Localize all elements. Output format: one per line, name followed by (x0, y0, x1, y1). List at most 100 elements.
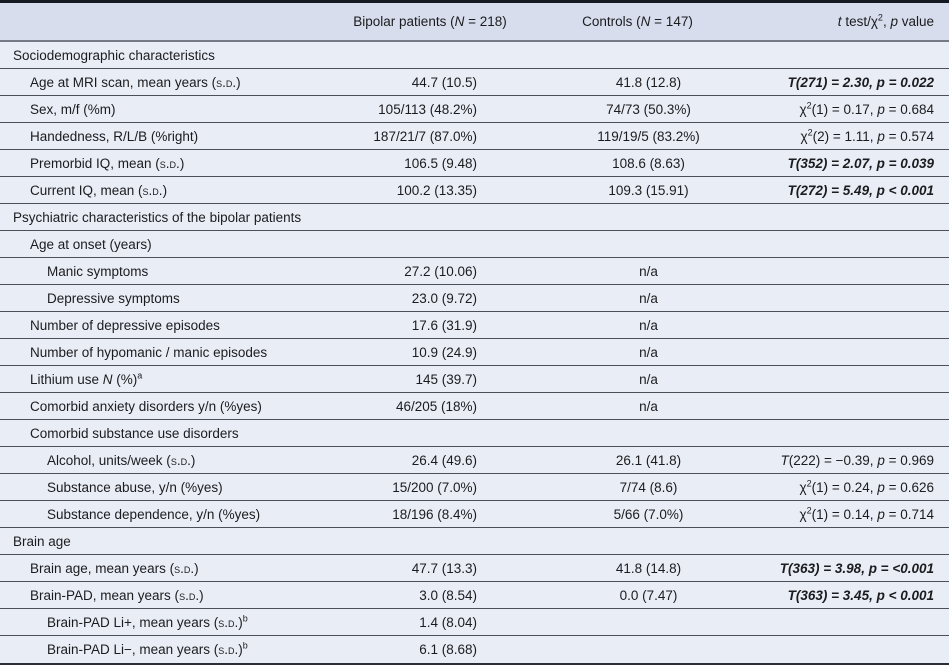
cell-controls-value: 0.0 (7.47) (619, 587, 678, 603)
text-segment: value (897, 14, 934, 29)
table-row: Brain-PAD, mean years (s.d.) 3.0 (8.54) 0.… (0, 582, 949, 609)
text-segment: Brain-PAD Li−, mean years ( (47, 642, 219, 657)
table-row: Comorbid substance use disorders (0, 420, 949, 447)
text-segment: = 0.626 (884, 479, 934, 495)
text-segment: (222) = −0.39, (788, 452, 878, 468)
row-label: Comorbid substance use disorders (0, 426, 340, 441)
row-label: Substance abuse, y/n (%yes) (0, 480, 340, 495)
cell-controls-value: n/a (639, 344, 658, 360)
text-segment: a (137, 371, 143, 380)
text-segment: s.d. (170, 452, 191, 468)
row-label: Brain-PAD Li+, mean years (s.d.)b (0, 615, 340, 630)
text-segment: N (102, 371, 113, 387)
cell-bipolar-value: 6.1 (8.68) (419, 642, 477, 657)
text-segment: Number of hypomanic / manic episodes (30, 344, 268, 360)
table-row: Psychiatric characteristics of the bipol… (0, 204, 949, 231)
text-segment: b (242, 614, 248, 623)
text-segment: T(363) = 3.98, p = <0.001 (779, 560, 934, 576)
table-row: Age at MRI scan, mean years (s.d.) 44.7 (… (0, 69, 949, 96)
text-segment: Age at onset (years) (30, 236, 152, 252)
text-segment: 2 (806, 505, 812, 515)
cell-controls-value: 7/74 (8.6) (619, 479, 678, 495)
cell-controls-value: n/a (639, 371, 658, 387)
row-label: Depressive symptoms (0, 291, 340, 306)
text-segment: N (640, 14, 651, 29)
text-segment: Number of depressive episodes (30, 317, 220, 333)
row-label: Brain-PAD, mean years (s.d.) (0, 588, 340, 603)
row-label: Substance dependence, y/n (%yes) (0, 507, 340, 522)
row-label: Premorbid IQ, mean (s.d.) (0, 156, 340, 171)
text-segment: T (780, 452, 789, 468)
cell-statistic-value: T(222) = −0.39, p = 0.969 (755, 453, 949, 468)
row-label: Handedness, R/L/B (%right) (0, 129, 340, 144)
cell-statistic-value: T(363) = 3.45, p < 0.001 (755, 588, 949, 603)
text-segment: = 218) (464, 14, 507, 29)
table-row: Substance dependence, y/n (%yes) 18/196 (… (0, 501, 949, 528)
cell-bipolar-value: 100.2 (13.35) (396, 182, 477, 198)
text-segment: 2 (806, 478, 812, 488)
cell-controls-value: n/a (639, 398, 658, 414)
cell-bipolar-value: 10.9 (24.9) (411, 344, 477, 360)
text-segment: Brain age (13, 533, 71, 549)
row-label: Number of depressive episodes (0, 318, 340, 333)
text-segment: χ (799, 479, 807, 495)
cell-controls-value: n/a (639, 263, 658, 279)
table-row: Number of depressive episodes 17.6 (31.9)… (0, 312, 949, 339)
table-row: Alcohol, units/week (s.d.) 26.4 (49.6) 26.… (0, 447, 949, 474)
text-segment: Premorbid IQ, mean ( (30, 155, 160, 171)
table-row: Lithium use N (%)a 145 (39.7) n/a (0, 366, 949, 393)
text-segment: = 0.969 (884, 452, 934, 468)
text-segment: p (877, 452, 885, 468)
text-segment: ) (236, 74, 241, 90)
row-label: Age at MRI scan, mean years (s.d.) (0, 75, 340, 90)
table-row: Handedness, R/L/B (%right) 187/21/7 (87.0… (0, 123, 949, 150)
header-cell-controls: Controls (N = 147) (520, 14, 755, 29)
cell-bipolar-value: 106.5 (9.48) (404, 155, 477, 171)
text-segment: Lithium use (30, 371, 103, 387)
text-segment: p (877, 506, 885, 522)
row-label: Psychiatric characteristics of the bipol… (0, 210, 340, 225)
row-label: Manic symptoms (0, 264, 340, 279)
table-row: Age at onset (years) (0, 231, 949, 258)
cell-bipolar-value: 26.4 (49.6) (411, 452, 477, 468)
text-segment: Brain age, mean years ( (30, 560, 175, 576)
text-segment: Current IQ, mean ( (30, 182, 143, 198)
cell-statistic-value: T(271) = 2.30, p = 0.022 (755, 75, 949, 90)
text-segment: ) (199, 587, 204, 603)
text-segment: T(363) = 3.45, p < 0.001 (787, 587, 934, 603)
text-segment: ) (162, 182, 168, 198)
table-row: Sociodemographic characteristics (0, 42, 949, 69)
text-segment: Brain-PAD Li+, mean years ( (47, 614, 219, 630)
cell-statistic-value: T(363) = 3.98, p = <0.001 (755, 561, 949, 576)
text-segment: T(271) = 2.30, p = 0.022 (787, 74, 934, 90)
table-body: Sociodemographic characteristics Age at M… (0, 42, 949, 663)
text-segment: (1) = 0.17, (811, 101, 878, 117)
cell-bipolar-value: 44.7 (10.5) (411, 74, 477, 90)
table-row: Brain age, mean years (s.d.) 47.7 (13.3) 4… (0, 555, 949, 582)
text-segment: ) (238, 642, 243, 657)
cell-bipolar-value: 3.0 (8.54) (419, 587, 477, 603)
table-row: Substance abuse, y/n (%yes) 15/200 (7.0%)… (0, 474, 949, 501)
text-segment: b (242, 642, 248, 651)
text-segment: s.d. (218, 614, 239, 630)
text-segment: p (890, 14, 898, 29)
text-segment: Bipolar patients ( (353, 14, 455, 29)
text-segment: Sex, m/f (%m) (30, 101, 116, 117)
text-segment: T(352) = 2.07, p = 0.039 (787, 155, 934, 171)
cell-statistic-value: χ2(1) = 0.24, p = 0.626 (755, 478, 949, 495)
text-segment: ) (190, 452, 196, 468)
row-label: Brain-PAD Li−, mean years (s.d.)b (0, 642, 340, 657)
table-row: Sex, m/f (%m) 105/113 (48.2%) 74/73 (50.3%… (0, 96, 949, 123)
cell-bipolar-value: 46/205 (18%) (395, 398, 477, 414)
text-segment: , (882, 14, 891, 29)
text-segment: Depressive symptoms (47, 290, 180, 306)
text-segment: (%) (112, 371, 138, 387)
table-row: Comorbid anxiety disorders y/n (%yes) 46/… (0, 393, 949, 420)
row-label: Sex, m/f (%m) (0, 102, 340, 117)
cell-controls-value: 74/73 (50.3%) (606, 101, 691, 117)
cell-bipolar-value: 47.7 (13.3) (411, 560, 477, 576)
text-segment: T(272) = 5.49, p < 0.001 (787, 182, 934, 198)
cell-bipolar-value: 17.6 (31.9) (411, 317, 477, 333)
cell-controls-value: 109.3 (15.91) (608, 182, 689, 198)
